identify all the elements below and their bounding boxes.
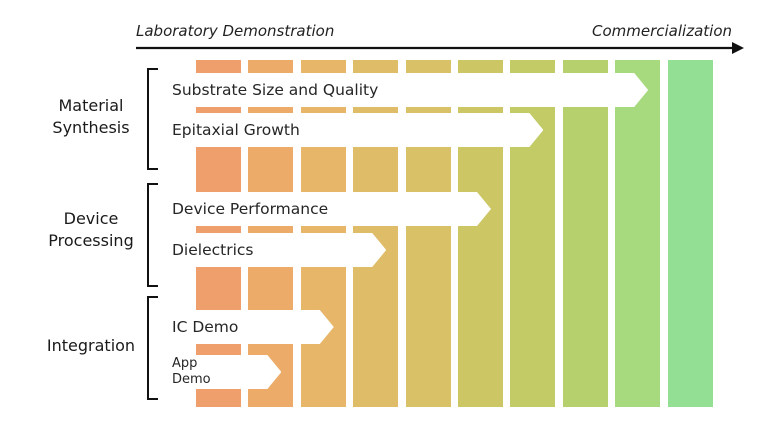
band-app-demo: App Demo [164, 355, 282, 389]
band-label: Device Performance [172, 200, 329, 218]
band-arrow-shape [164, 192, 491, 226]
group-label-material-synthesis: Material Synthesis [52, 96, 130, 137]
band-ic-demo: IC Demo [164, 310, 334, 344]
band-arrow-shape [164, 73, 649, 107]
maturity-column-10 [667, 60, 713, 407]
band-arrow-shape [164, 355, 282, 389]
group-label-device-processing: Device Processing [48, 209, 134, 250]
bracket-integration [147, 296, 158, 400]
band-label: Epitaxial Growth [172, 121, 300, 139]
band-label: App Demo [172, 356, 211, 387]
band-label: Dielectrics [172, 241, 254, 259]
band-label: IC Demo [172, 318, 239, 336]
maturity-column-8 [562, 60, 608, 407]
axis-label-commercialization: Commercialization [592, 22, 733, 40]
band-arrow-shape [164, 113, 544, 147]
axis-label-laboratory: Laboratory Demonstration [136, 22, 335, 40]
band-dielectrics: Dielectrics [164, 233, 387, 267]
band-arrow-shape [164, 310, 334, 344]
band-arrow-shape [164, 233, 387, 267]
bracket-device-processing [147, 183, 158, 287]
band-epitaxial-growth: Epitaxial Growth [164, 113, 544, 147]
maturity-arrow [136, 42, 744, 54]
group-label-integration: Integration [46, 336, 136, 355]
band-label: Substrate Size and Quality [172, 81, 379, 99]
bracket-material-synthesis [147, 68, 158, 170]
band-device-performance: Device Performance [164, 192, 491, 226]
band-substrate-size-and-quality: Substrate Size and Quality [164, 73, 649, 107]
maturity-column-9 [615, 60, 661, 407]
